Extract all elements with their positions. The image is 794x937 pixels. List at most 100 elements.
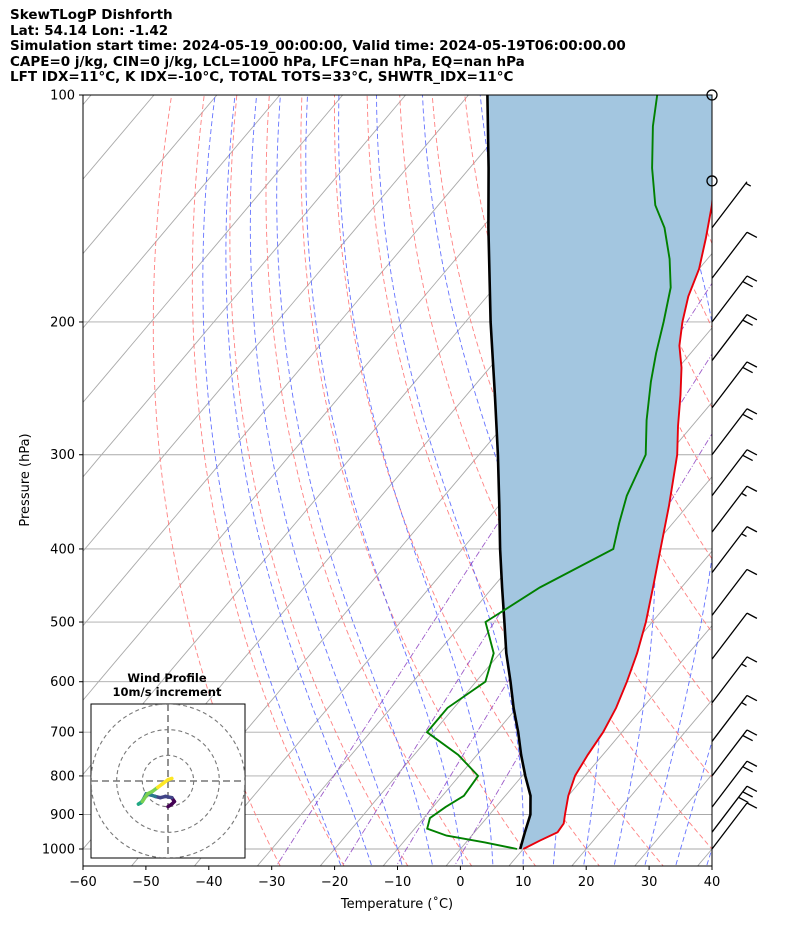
- wind-barb-staff: [711, 729, 748, 777]
- wind-barb: [711, 408, 758, 456]
- y-tick-label: 100: [50, 89, 75, 104]
- wind-barb: [711, 526, 758, 574]
- x-tick-label: −50: [132, 875, 159, 890]
- wind-barb-flag: [738, 796, 749, 804]
- wind-barbs: [706, 89, 758, 850]
- wind-barb-flag: [746, 231, 758, 239]
- wind-barb-flag: [746, 760, 758, 767]
- wind-barb-flag: [742, 280, 753, 288]
- wind-barb-flag: [746, 361, 758, 368]
- dry-adiabat-line: [778, 61, 794, 881]
- wind-barb-flag: [746, 408, 758, 415]
- wind-barb-calm: [706, 89, 718, 101]
- isotherm-line: [83, 95, 658, 776]
- wind-barb-staff: [711, 314, 748, 361]
- wind-barb: [711, 802, 758, 850]
- wind-barb-half-flag: [741, 702, 747, 706]
- wind-barb-staff: [711, 408, 748, 456]
- moist-adiabat-line: [644, 95, 712, 866]
- wind-barb: [711, 694, 758, 742]
- dry-adiabat-line: [334, 95, 600, 866]
- dry-adiabat-line: [464, 95, 712, 706]
- wind-barb: [711, 275, 758, 323]
- x-tick-label: −60: [69, 875, 96, 890]
- wind-barb-flag: [746, 802, 758, 809]
- wind-barb: [711, 181, 752, 229]
- moist-adiabat-line: [338, 95, 494, 866]
- wind-barb-staff: [711, 449, 748, 497]
- wind-barb-flag: [746, 568, 758, 576]
- x-tick-label: 10: [515, 875, 532, 890]
- wind-barb-flag: [746, 729, 758, 736]
- wind-barb: [711, 568, 758, 616]
- parcel-profile-line: [486, 95, 532, 850]
- wind-barb-flag: [746, 526, 758, 533]
- wind-barb-staff: [711, 181, 748, 229]
- wind-barb: [711, 656, 758, 704]
- wind-barb-half-flag: [741, 492, 747, 497]
- cin-shading: [487, 95, 712, 849]
- y-tick-label: 400: [50, 542, 75, 557]
- wind-barb-flag: [742, 454, 753, 462]
- wind-barb-half-flag: [741, 533, 747, 538]
- wind-barb-staff: [711, 569, 748, 616]
- wind-barb-staff: [711, 231, 748, 279]
- wind-barb-flag: [742, 319, 753, 326]
- y-tick-label: 800: [50, 769, 75, 784]
- wind-barb: [711, 361, 758, 409]
- x-tick-label: −20: [321, 875, 348, 890]
- wind-barb-flag: [746, 449, 758, 456]
- wind-barb-staff: [711, 802, 748, 850]
- y-tick-label: 900: [50, 808, 75, 823]
- wind-barb: [711, 231, 758, 279]
- isotherm-line: [83, 95, 92, 106]
- y-tick-label: 500: [50, 616, 75, 631]
- wind-barb: [711, 729, 758, 777]
- x-axis-label: Temperature (˚C): [340, 896, 453, 912]
- wind-barb-flag: [746, 275, 758, 282]
- dry-adiabat-line: [594, 95, 712, 409]
- chart-header: SkewTLogP Dishforth Lat: 54.14 Lon: -1.4…: [10, 7, 626, 86]
- wind-barb-flag: [742, 766, 753, 773]
- dewpoint-profile-line: [425, 95, 672, 850]
- location-line: Lat: 54.14 Lon: -1.42: [10, 22, 169, 39]
- wind-barb-staff: [711, 526, 748, 574]
- wind-barb-flag: [746, 785, 758, 793]
- dry-adiabat-line: [265, 95, 473, 866]
- x-tick-label: 40: [704, 875, 721, 890]
- wind-barb-flag: [742, 366, 753, 374]
- hodograph-subtitle: 10m/s increment: [113, 685, 222, 699]
- moist-adiabat-line: [276, 95, 434, 866]
- wind-barb: [711, 785, 758, 833]
- dry-adiabat-line: [399, 95, 712, 850]
- moist-adiabat-line: [706, 847, 712, 866]
- wind-barb-flag: [746, 612, 758, 619]
- temperature-profile-line: [522, 194, 712, 850]
- y-tick-label: 300: [50, 448, 75, 463]
- y-tick-label: 200: [50, 315, 75, 330]
- isotherm-line: [571, 699, 712, 866]
- wind-barb-staff: [711, 656, 748, 704]
- wind-barb-calm: [706, 175, 718, 187]
- profile-layer: [425, 95, 712, 850]
- dry-adiabat-line: [300, 95, 537, 866]
- x-tick-label: 20: [578, 875, 595, 890]
- x-tick-label: 30: [641, 875, 658, 890]
- hodograph-title: Wind Profile: [127, 671, 207, 685]
- wind-barb-staff: [711, 695, 748, 742]
- wind-barb-flag: [742, 413, 753, 421]
- time-line: Simulation start time: 2024-05-19_00:00:…: [10, 38, 626, 55]
- hodograph-segment: [166, 776, 174, 782]
- isotherm-line: [83, 95, 469, 552]
- x-tick-label: −10: [384, 875, 411, 890]
- wind-barb-staff: [711, 785, 748, 833]
- wind-barb-flag: [746, 656, 758, 663]
- dry-adiabat-line: [229, 95, 409, 866]
- wind-barb-staff: [711, 485, 748, 533]
- moist-adiabat-line: [202, 95, 342, 866]
- moist-adiabat-line: [225, 95, 373, 866]
- isotherm-line: [83, 95, 595, 701]
- moist-adiabat-line: [554, 95, 656, 866]
